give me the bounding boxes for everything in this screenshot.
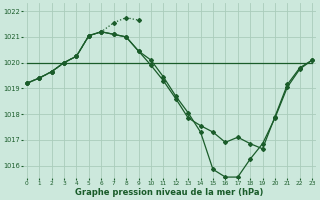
X-axis label: Graphe pression niveau de la mer (hPa): Graphe pression niveau de la mer (hPa)	[75, 188, 264, 197]
